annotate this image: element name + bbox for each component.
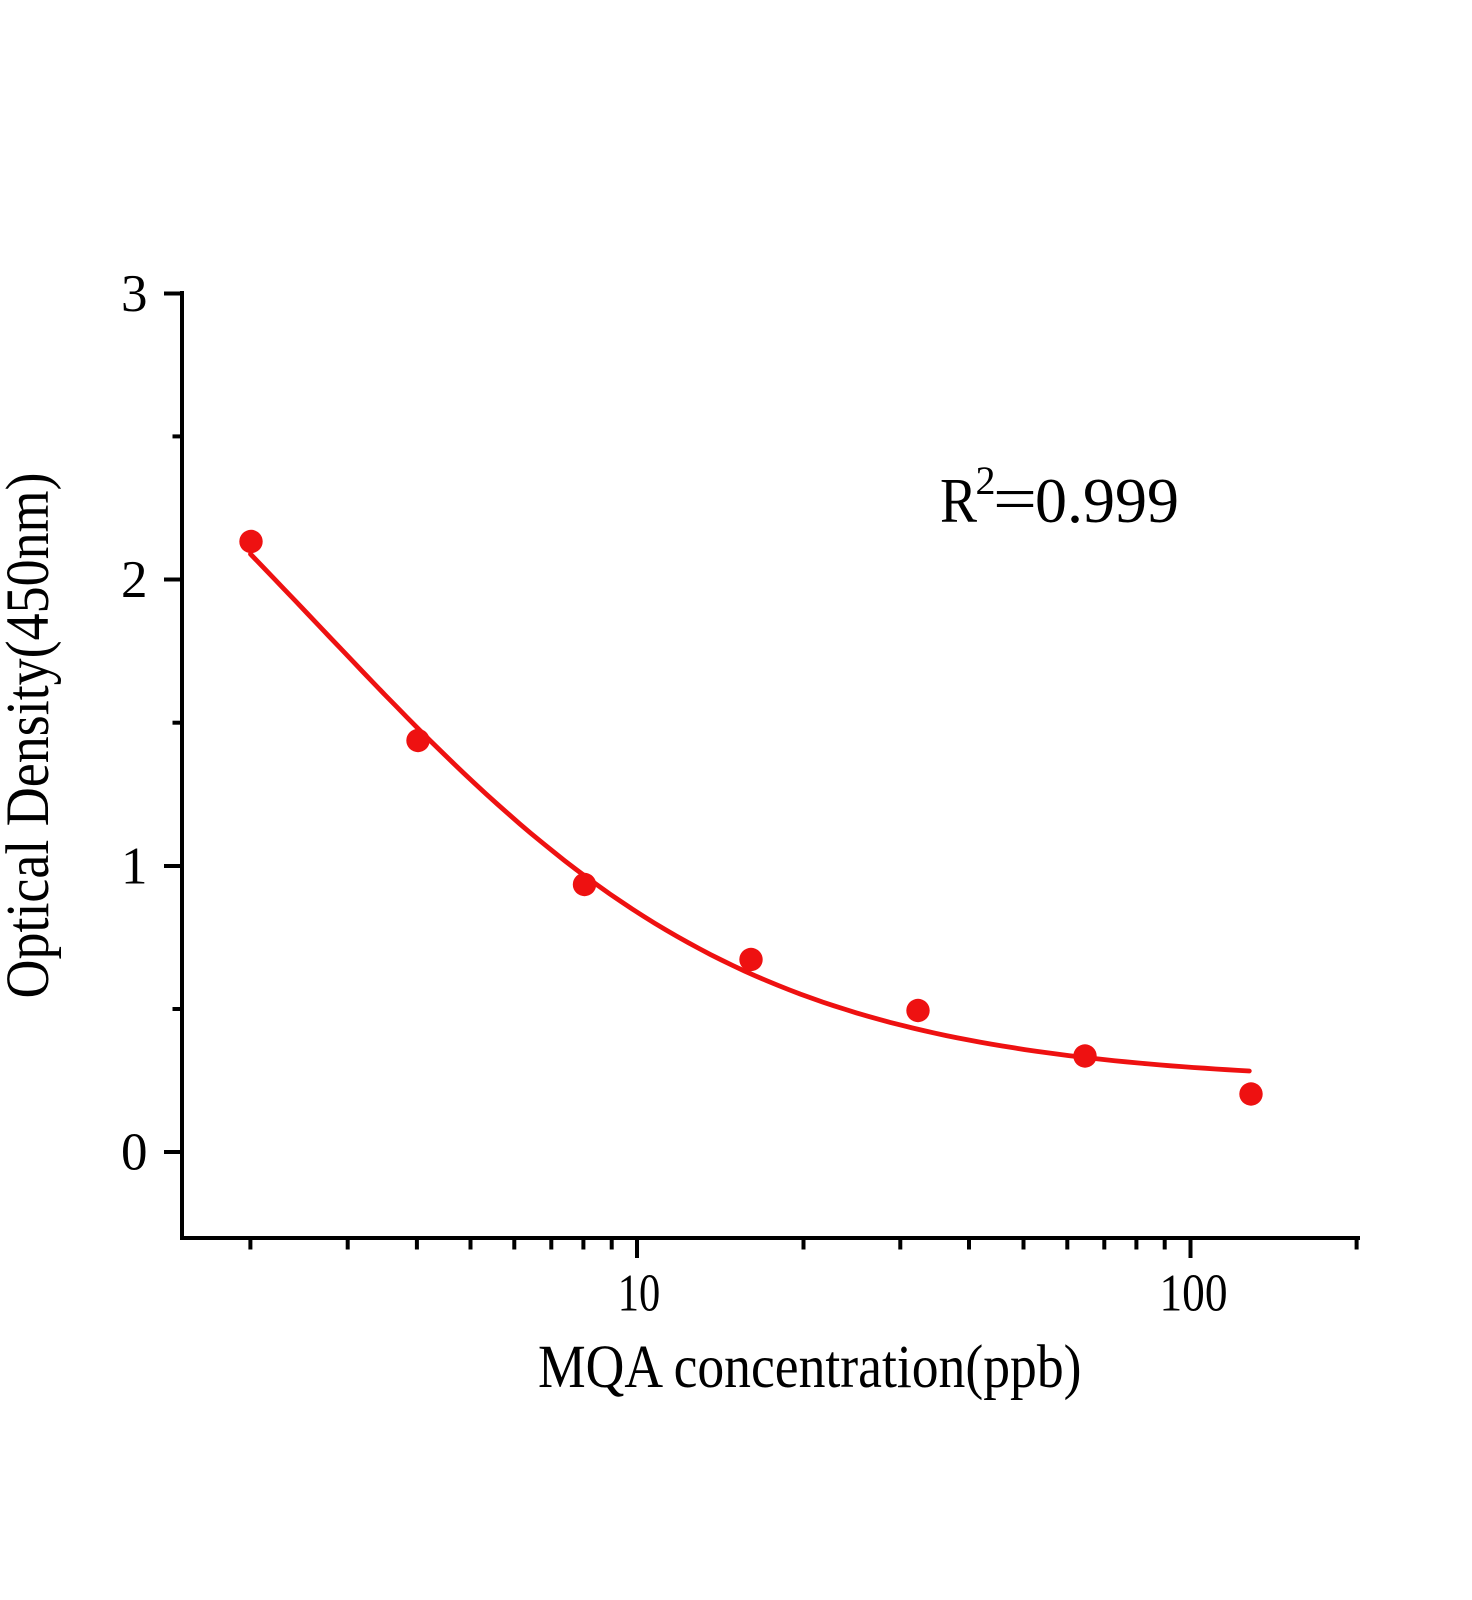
svg-text:R: R bbox=[940, 465, 977, 536]
svg-text:3: 3 bbox=[121, 265, 148, 323]
svg-text:1: 1 bbox=[121, 838, 148, 896]
svg-text:10: 10 bbox=[618, 1265, 661, 1323]
svg-text:0: 0 bbox=[121, 1124, 148, 1182]
svg-text:Optical Density(450nm): Optical Density(450nm) bbox=[0, 473, 62, 999]
svg-text:MQA concentration(ppb): MQA concentration(ppb) bbox=[538, 1334, 1082, 1401]
svg-text:100: 100 bbox=[1160, 1265, 1228, 1323]
svg-text:2: 2 bbox=[976, 458, 996, 503]
svg-text:2: 2 bbox=[121, 551, 148, 609]
svg-text:=: = bbox=[993, 463, 1037, 534]
svg-text:0.999: 0.999 bbox=[1035, 465, 1179, 536]
